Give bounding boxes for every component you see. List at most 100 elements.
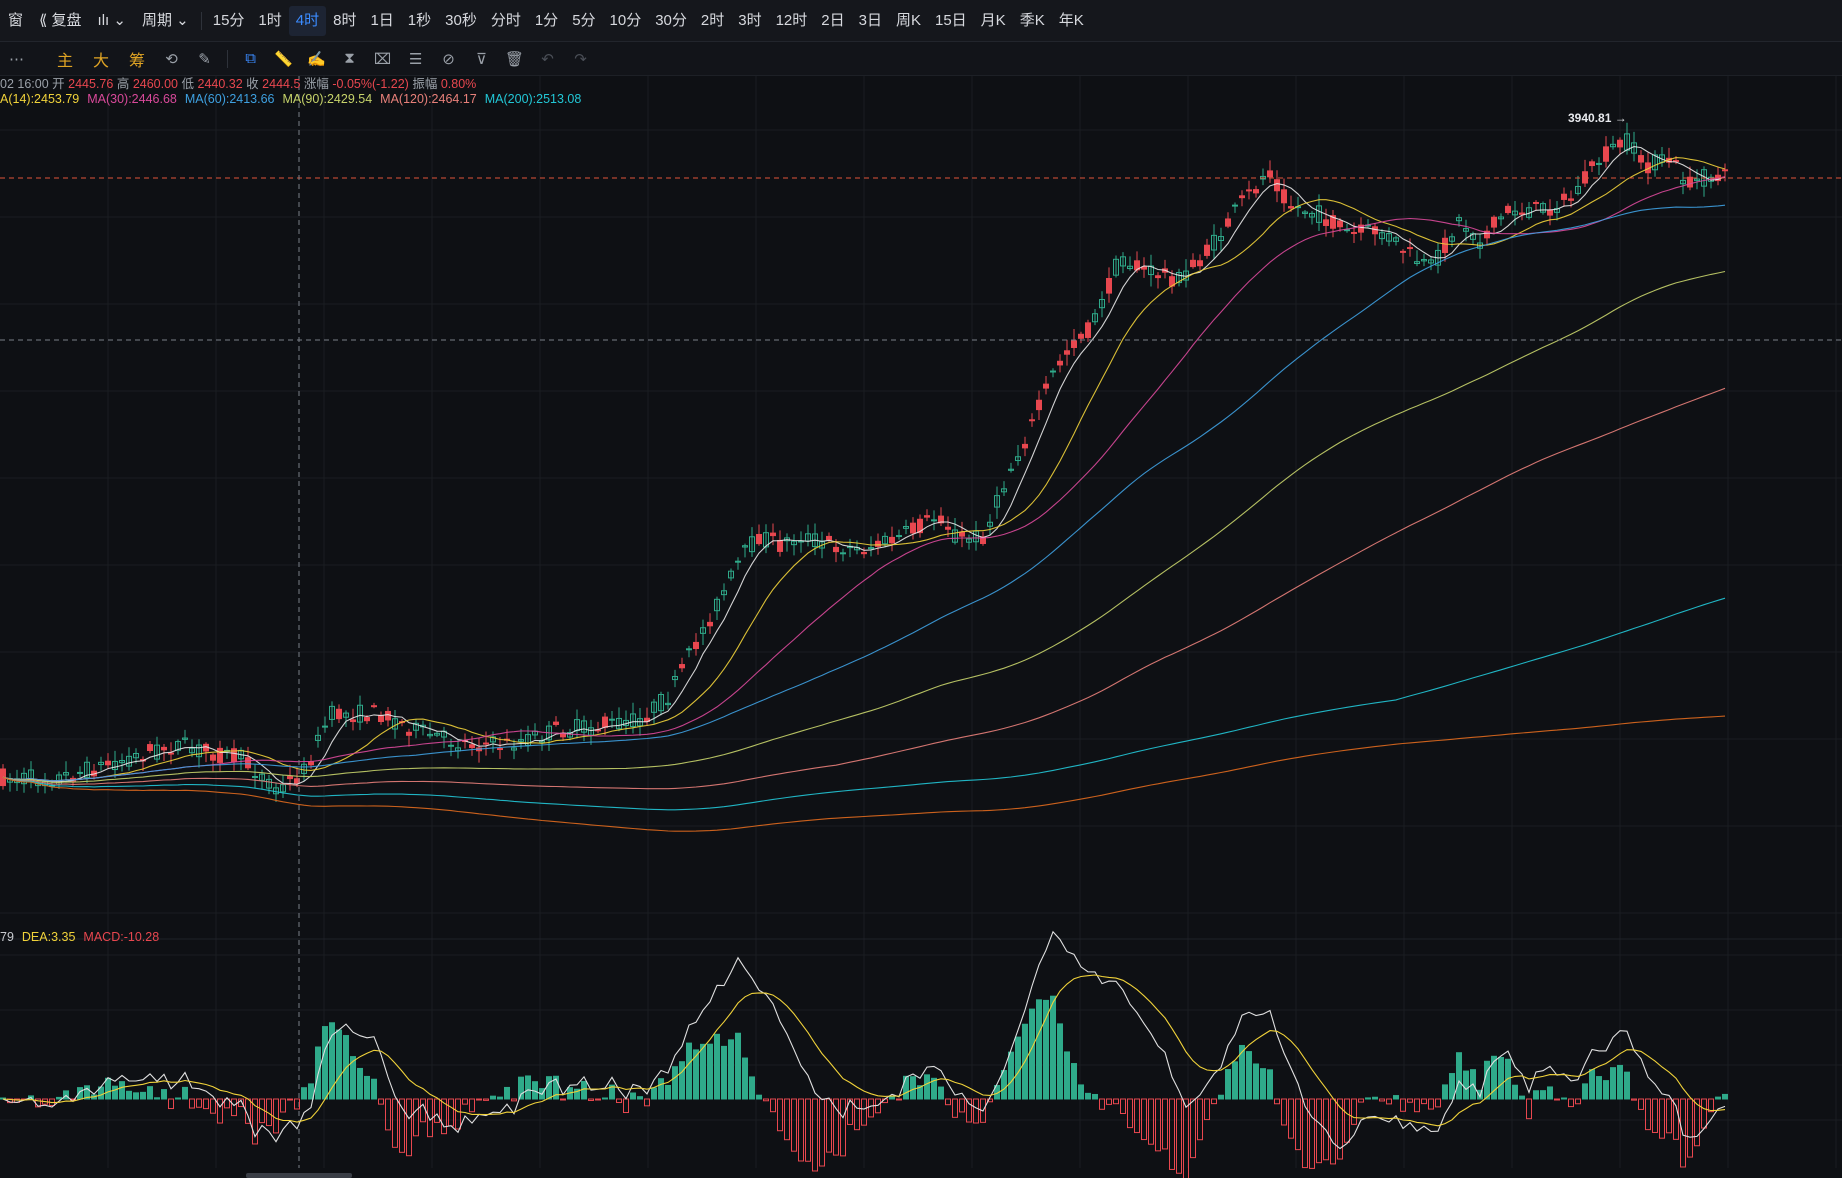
macd-bar bbox=[308, 1083, 314, 1100]
delete-tool-button[interactable]: 🗑 bbox=[498, 46, 531, 72]
ruler-tool-button[interactable]: 📏 bbox=[267, 46, 300, 72]
macd-bar bbox=[1519, 1095, 1525, 1100]
macd-bar bbox=[1064, 1051, 1070, 1100]
macd-bar bbox=[1071, 1063, 1077, 1100]
top-toolbar: 窗 ⟪ 复盘 ılı ⌄ 周期 ⌄ 15分 1时 4时 8时 1日 1秒 30秒 分时 1分 5分… bbox=[0, 0, 1842, 42]
lock-tool-button[interactable]: ⌧ bbox=[366, 46, 399, 72]
period-tab[interactable]: 5分 bbox=[572, 11, 596, 29]
chart-style-button[interactable]: ılı ⌄ bbox=[90, 6, 134, 36]
macd-bar bbox=[1540, 1090, 1546, 1100]
macd-bar bbox=[616, 1098, 622, 1104]
period-tab[interactable]: 2日 bbox=[821, 11, 845, 29]
window-label[interactable]: 窗 bbox=[8, 11, 24, 29]
candle bbox=[1239, 195, 1245, 199]
macd-bar bbox=[1351, 1098, 1357, 1125]
filter-tool-button[interactable]: ⊽ bbox=[465, 46, 498, 72]
macd-bar bbox=[546, 1076, 552, 1100]
candle bbox=[840, 552, 846, 555]
magnet-icon: ⊘ bbox=[442, 50, 455, 68]
macd-bar bbox=[742, 1057, 748, 1100]
divider bbox=[200, 11, 202, 30]
period-tab[interactable]: 2时 bbox=[700, 11, 725, 29]
period-tab[interactable]: 1时 bbox=[258, 11, 282, 29]
macd-bar bbox=[1337, 1098, 1343, 1160]
cursor-tool-button[interactable]: ⧉ bbox=[234, 46, 267, 72]
macd-bar bbox=[469, 1098, 475, 1113]
period-tab[interactable]: 周K bbox=[895, 11, 921, 29]
macd-bar bbox=[1610, 1067, 1616, 1100]
period-tab[interactable]: 1分 bbox=[534, 11, 559, 29]
amplitude-label: 振幅 bbox=[412, 77, 438, 91]
period-tab[interactable]: 月K bbox=[980, 11, 1006, 29]
macd-bar bbox=[1666, 1098, 1672, 1134]
compare-button[interactable]: ⟲ bbox=[155, 46, 188, 72]
period-tab[interactable]: 30分 bbox=[655, 11, 687, 29]
macd-bar bbox=[1232, 1061, 1238, 1100]
candle bbox=[1512, 210, 1518, 216]
period-tab[interactable]: 8时 bbox=[333, 11, 357, 29]
candle bbox=[917, 518, 923, 534]
macd-bar bbox=[182, 1086, 188, 1100]
period-tab[interactable]: 分时 bbox=[490, 11, 521, 29]
macd-bar bbox=[679, 1061, 685, 1100]
period-tab[interactable]: 1秒 bbox=[407, 11, 432, 29]
pen-tool-button[interactable]: ✎ bbox=[188, 46, 221, 72]
candle bbox=[511, 747, 517, 751]
price-chart[interactable]: 3940.81 → bbox=[0, 76, 1842, 1178]
candle bbox=[1337, 220, 1343, 228]
more-button[interactable]: ⋯ bbox=[0, 46, 33, 72]
period-tab[interactable]: 1日 bbox=[370, 11, 394, 29]
indicator-chips-button[interactable]: 筹 bbox=[129, 52, 146, 70]
replay-button[interactable]: ⟪ 复盘 bbox=[31, 6, 90, 36]
redo-icon: ↷ bbox=[574, 50, 587, 68]
candle bbox=[1316, 205, 1322, 223]
macd-bar bbox=[1484, 1060, 1490, 1100]
change-label: 涨幅 bbox=[303, 77, 329, 91]
period-tab[interactable]: 15日 bbox=[934, 11, 967, 29]
period-tab[interactable]: 季K bbox=[1019, 11, 1045, 29]
note-tool-button[interactable]: ☰ bbox=[399, 46, 432, 72]
candle bbox=[1085, 322, 1091, 338]
candle bbox=[1568, 198, 1574, 201]
macd-bar bbox=[1316, 1098, 1322, 1164]
macd-bar bbox=[287, 1098, 293, 1101]
macd-bar bbox=[959, 1098, 965, 1113]
indicator-main-button[interactable]: 主 bbox=[57, 52, 74, 70]
brush-icon: ✍ bbox=[307, 50, 326, 68]
ma-line bbox=[2, 270, 1726, 783]
candle bbox=[112, 760, 118, 771]
close-label: 收 bbox=[246, 77, 259, 91]
macd-bar bbox=[1442, 1084, 1448, 1100]
macd-bar bbox=[1379, 1098, 1385, 1102]
period-tab[interactable]: 4时 bbox=[288, 5, 327, 36]
undo-button[interactable]: ↶ bbox=[531, 46, 564, 72]
macd-bar bbox=[336, 1029, 342, 1100]
period-tab[interactable]: 30秒 bbox=[445, 11, 477, 29]
macd-bar bbox=[1694, 1098, 1700, 1147]
candle bbox=[630, 713, 636, 728]
candle bbox=[959, 531, 965, 537]
macd-bar bbox=[224, 1098, 230, 1109]
period-tab[interactable]: 12时 bbox=[775, 11, 808, 29]
period-selector[interactable]: 周期 ⌄ bbox=[134, 6, 197, 36]
macd-bar bbox=[560, 1098, 566, 1101]
brush-tool-button[interactable]: ✍ bbox=[300, 46, 333, 72]
period-tab[interactable]: 3日 bbox=[858, 11, 882, 29]
indicator-big-button[interactable]: 大 bbox=[93, 52, 110, 70]
candle bbox=[217, 747, 223, 763]
candle bbox=[336, 708, 342, 720]
candle bbox=[1519, 212, 1525, 215]
candle bbox=[343, 712, 349, 718]
macd-bar bbox=[1652, 1098, 1658, 1133]
macd-bar bbox=[714, 1033, 720, 1100]
period-tab[interactable]: 10分 bbox=[609, 11, 642, 29]
max-price-label: 3940.81 → bbox=[1568, 111, 1627, 125]
period-tab[interactable]: 15分 bbox=[212, 11, 245, 29]
candle bbox=[1505, 205, 1511, 214]
magnet-tool-button[interactable]: ⊘ bbox=[432, 46, 465, 72]
period-tab[interactable]: 3时 bbox=[738, 11, 762, 29]
period-tab[interactable]: 年K bbox=[1058, 11, 1084, 29]
pattern-tool-button[interactable]: ⧗ bbox=[333, 46, 366, 72]
redo-button[interactable]: ↷ bbox=[564, 46, 597, 72]
horizontal-scrollbar[interactable] bbox=[246, 1173, 352, 1178]
